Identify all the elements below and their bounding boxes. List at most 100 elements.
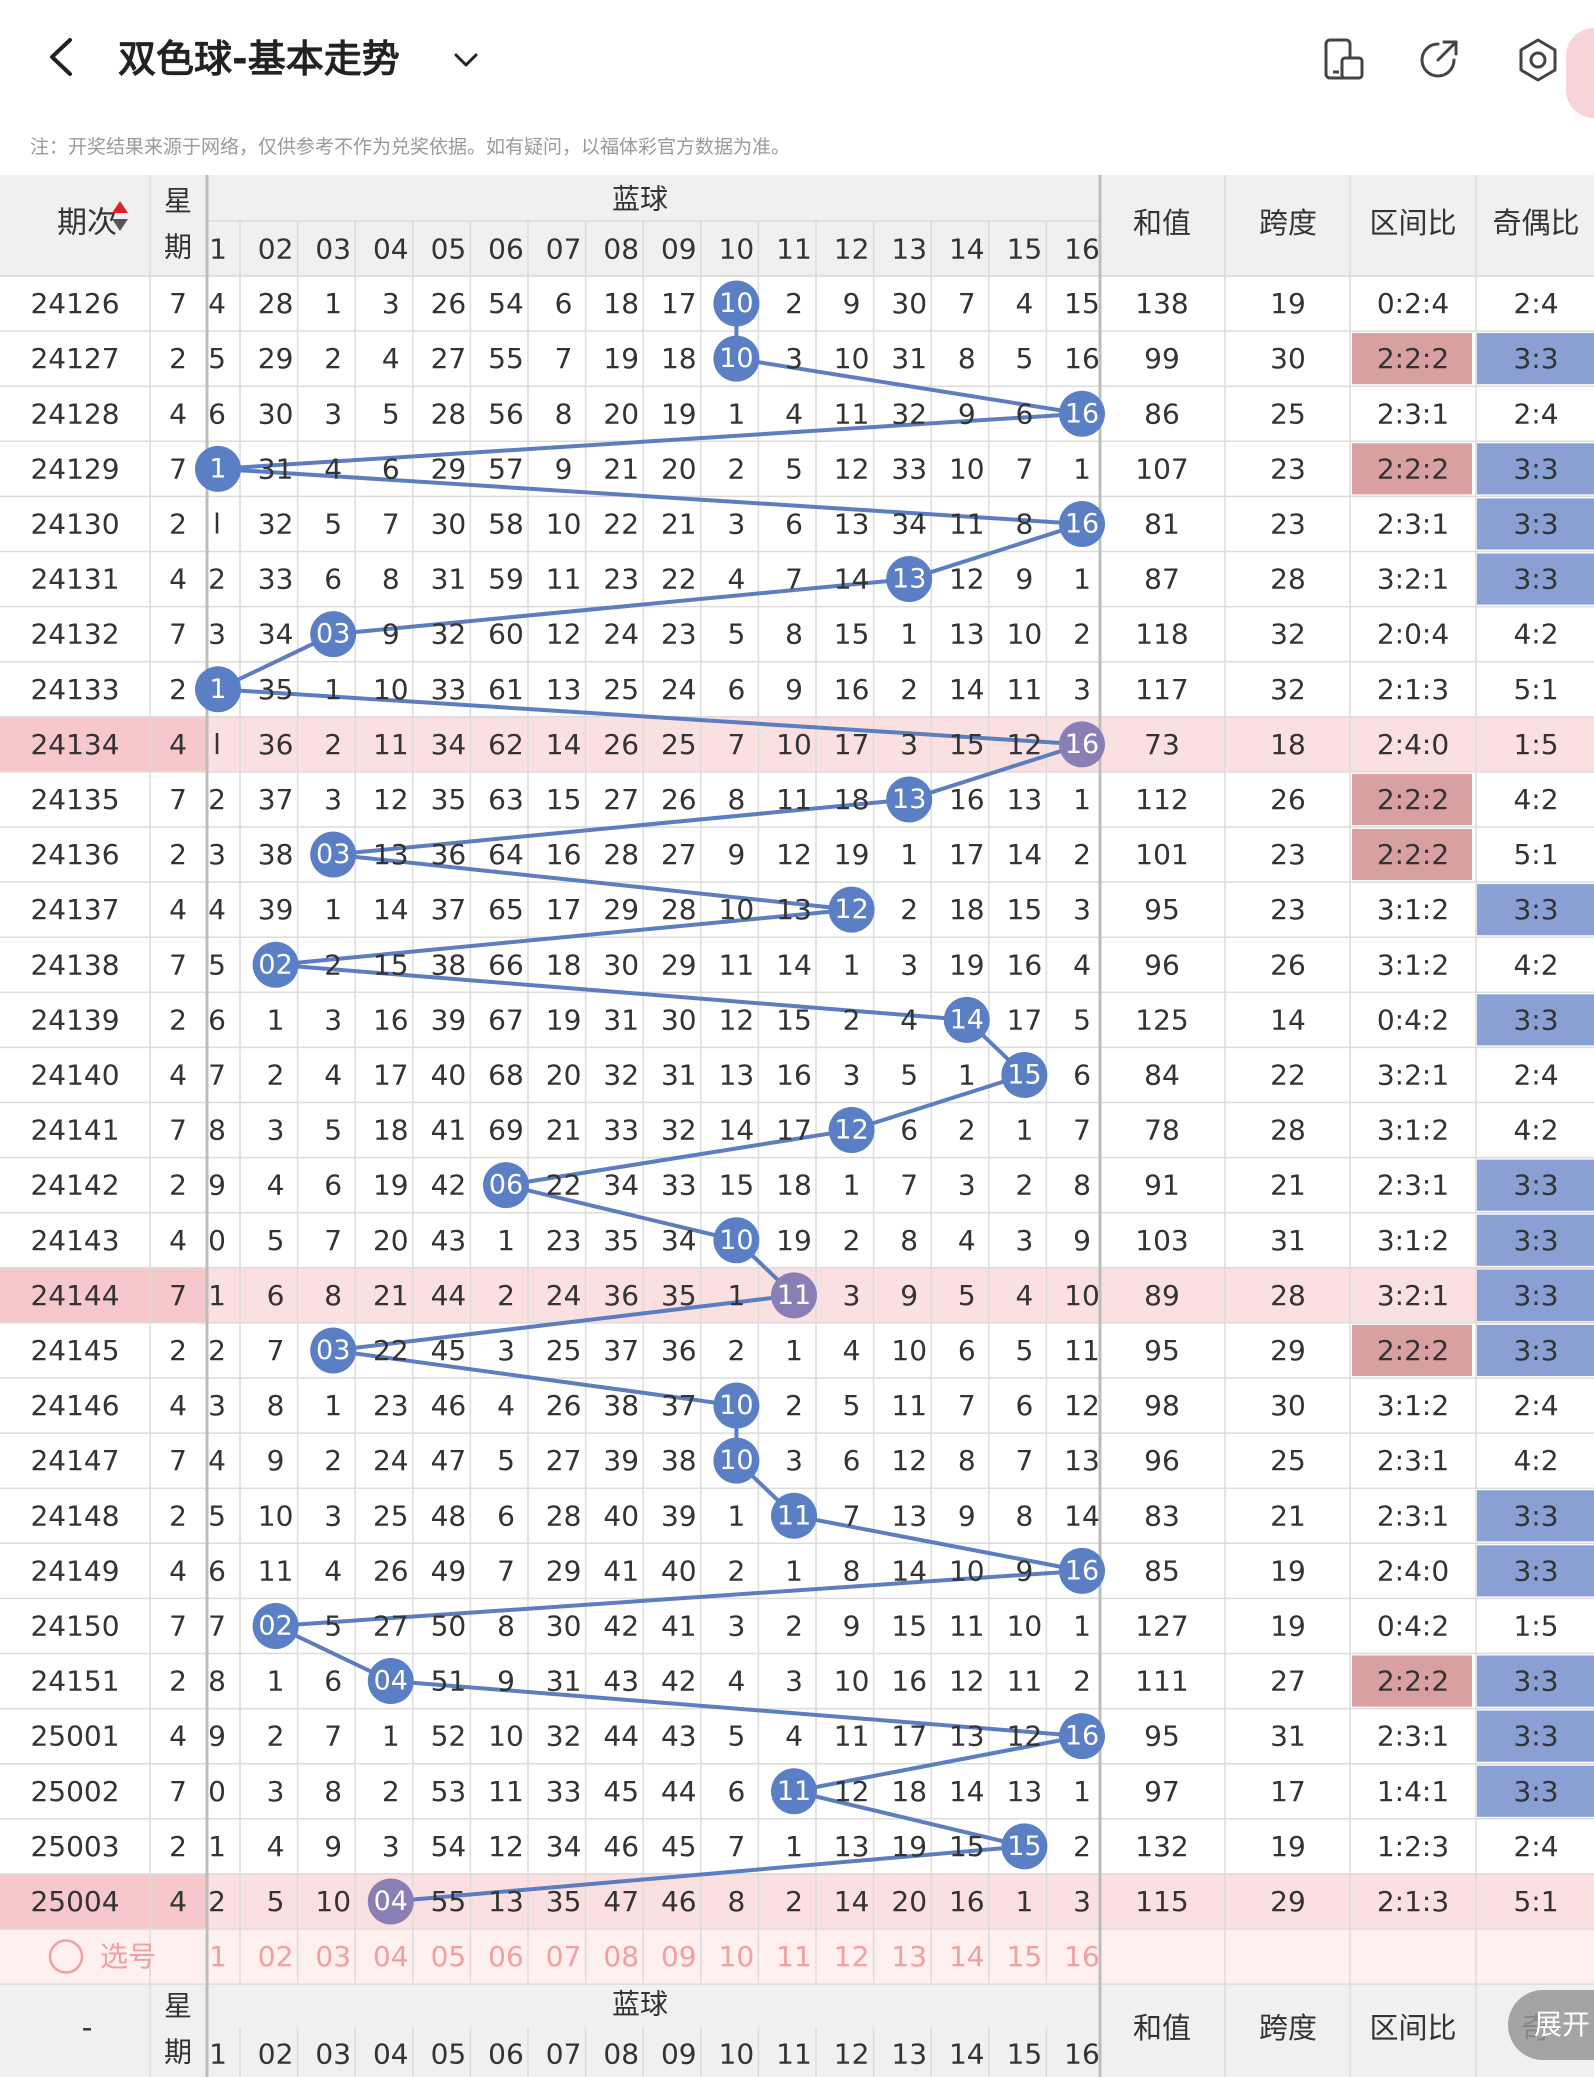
select-ball-09[interactable]: 09 bbox=[661, 1940, 697, 1973]
select-ball-16[interactable]: 16 bbox=[1064, 1940, 1100, 1973]
ball-cell: 7 bbox=[843, 1499, 861, 1532]
ball-cell: 2 bbox=[785, 1389, 803, 1422]
ball-cell: 3 bbox=[324, 783, 342, 816]
ball-cell: 3 bbox=[1073, 893, 1091, 926]
ball-01-cell: 6 bbox=[208, 1003, 226, 1036]
ball-cell: 4 bbox=[267, 1169, 285, 1202]
week-cell: 4 bbox=[169, 563, 187, 596]
avatar[interactable] bbox=[1566, 28, 1594, 118]
table-row[interactable] bbox=[0, 827, 1594, 883]
winning-ball-number: 13 bbox=[892, 784, 926, 815]
ball-01-cell: 0 bbox=[208, 1224, 226, 1257]
chevron-left-icon[interactable] bbox=[40, 34, 86, 80]
table-row[interactable] bbox=[0, 1653, 1594, 1709]
select-label[interactable]: 选号 bbox=[100, 1940, 156, 1973]
ball-cell: 3 bbox=[267, 1114, 285, 1147]
chevron-down-icon[interactable] bbox=[448, 42, 484, 78]
select-ball-02[interactable]: 02 bbox=[258, 1940, 294, 1973]
table-row[interactable] bbox=[0, 661, 1594, 717]
zone-cell: 3:1:2 bbox=[1377, 1224, 1449, 1257]
select-ball-05[interactable]: 05 bbox=[431, 1940, 467, 1973]
ball-cell: 1 bbox=[267, 1003, 285, 1036]
select-ball-10[interactable]: 10 bbox=[719, 1940, 755, 1973]
table-row[interactable] bbox=[0, 882, 1594, 938]
ball-cell: 7 bbox=[727, 1830, 745, 1863]
zone-cell: 0:2:4 bbox=[1377, 287, 1449, 320]
select-ball-1[interactable]: 1 bbox=[209, 1940, 227, 1973]
select-ball-03[interactable]: 03 bbox=[315, 1940, 351, 1973]
select-ball-14[interactable]: 14 bbox=[949, 1940, 985, 1973]
ball-cell: 30 bbox=[546, 1609, 582, 1642]
span-cell: 25 bbox=[1270, 1444, 1306, 1477]
ball-cell: 29 bbox=[431, 452, 467, 485]
table-row[interactable] bbox=[0, 1322, 1594, 1378]
ball-cell: 14 bbox=[891, 1554, 927, 1587]
table-row[interactable] bbox=[0, 992, 1594, 1048]
table-row[interactable] bbox=[0, 331, 1594, 387]
expand-button[interactable]: 展开 bbox=[1508, 1990, 1594, 2060]
table-row[interactable] bbox=[0, 1378, 1594, 1434]
table-row[interactable] bbox=[0, 1708, 1594, 1764]
ball-cell: 45 bbox=[603, 1775, 639, 1808]
table-row[interactable] bbox=[0, 1873, 1594, 1929]
ball-cell: 33 bbox=[546, 1775, 582, 1808]
ball-cell: 16 bbox=[949, 1885, 985, 1918]
ball-cell: 10 bbox=[1007, 1609, 1043, 1642]
winning-ball bbox=[886, 556, 933, 603]
ball-cell: 10 bbox=[834, 1665, 870, 1698]
select-ball-06[interactable]: 06 bbox=[488, 1940, 524, 1973]
ball-cell: 1 bbox=[382, 1720, 400, 1753]
table-row[interactable] bbox=[0, 551, 1594, 607]
page-title[interactable]: 双色球-基本走势 bbox=[118, 37, 400, 81]
table-row[interactable] bbox=[0, 1433, 1594, 1489]
winning-ball-number: 11 bbox=[777, 1280, 811, 1311]
ball-cell: 10 bbox=[776, 728, 812, 761]
table-row[interactable] bbox=[0, 1102, 1594, 1158]
span-cell: 29 bbox=[1270, 1334, 1306, 1367]
select-ball-13[interactable]: 13 bbox=[891, 1940, 927, 1973]
period-cell: 25003 bbox=[30, 1830, 119, 1863]
ball-cell: 9 bbox=[1015, 563, 1033, 596]
select-ball-04[interactable]: 04 bbox=[373, 1940, 409, 1973]
tablet-icon[interactable] bbox=[1320, 36, 1368, 84]
table-row[interactable] bbox=[0, 606, 1594, 662]
ball-cell: 15 bbox=[1007, 893, 1043, 926]
ball-cell: 2 bbox=[1073, 1830, 1091, 1863]
table-row[interactable] bbox=[0, 441, 1594, 497]
zone-cell: 2:2:2 bbox=[1377, 1334, 1449, 1367]
table-row[interactable] bbox=[0, 1047, 1594, 1103]
select-ball-11[interactable]: 11 bbox=[776, 1940, 812, 1973]
share-icon[interactable] bbox=[1414, 36, 1462, 84]
col-head-ball-08: 08 bbox=[603, 2038, 639, 2071]
col-head-period[interactable]: - bbox=[82, 2011, 93, 2046]
col-head-period[interactable]: 期次 bbox=[57, 206, 117, 241]
ball-cell: 25 bbox=[661, 728, 697, 761]
sort-up-icon[interactable] bbox=[112, 201, 128, 213]
select-ball-08[interactable]: 08 bbox=[603, 1940, 639, 1973]
select-ball-12[interactable]: 12 bbox=[834, 1940, 870, 1973]
table-row[interactable] bbox=[0, 771, 1594, 827]
week-cell: 7 bbox=[169, 1279, 187, 1312]
settings-icon[interactable] bbox=[1514, 36, 1562, 84]
oddeven-highlight bbox=[1477, 333, 1594, 385]
ball-cell: 61 bbox=[488, 673, 524, 706]
ball-cell: 11 bbox=[546, 563, 582, 596]
winning-ball bbox=[828, 886, 875, 933]
oddeven-cell: 3:3 bbox=[1513, 507, 1558, 540]
table-row[interactable] bbox=[0, 1212, 1594, 1268]
table-row[interactable] bbox=[0, 1157, 1594, 1213]
ball-cell: 65 bbox=[488, 893, 524, 926]
ball-cell: 14 bbox=[373, 893, 409, 926]
zone-cell: 3:1:2 bbox=[1377, 893, 1449, 926]
span-cell: 32 bbox=[1270, 618, 1306, 651]
ball-cell: 27 bbox=[546, 1444, 582, 1477]
sort-down-icon[interactable] bbox=[112, 219, 128, 231]
select-ball-07[interactable]: 07 bbox=[546, 1940, 582, 1973]
select-ball-15[interactable]: 15 bbox=[1007, 1940, 1043, 1973]
period-cell: 24140 bbox=[30, 1058, 119, 1091]
ball-cell: 23 bbox=[546, 1224, 582, 1257]
table-row[interactable] bbox=[0, 276, 1594, 332]
select-radio-icon[interactable] bbox=[48, 1939, 84, 1974]
ball-cell: 2 bbox=[324, 1444, 342, 1477]
select-row[interactable] bbox=[0, 1929, 1594, 1985]
